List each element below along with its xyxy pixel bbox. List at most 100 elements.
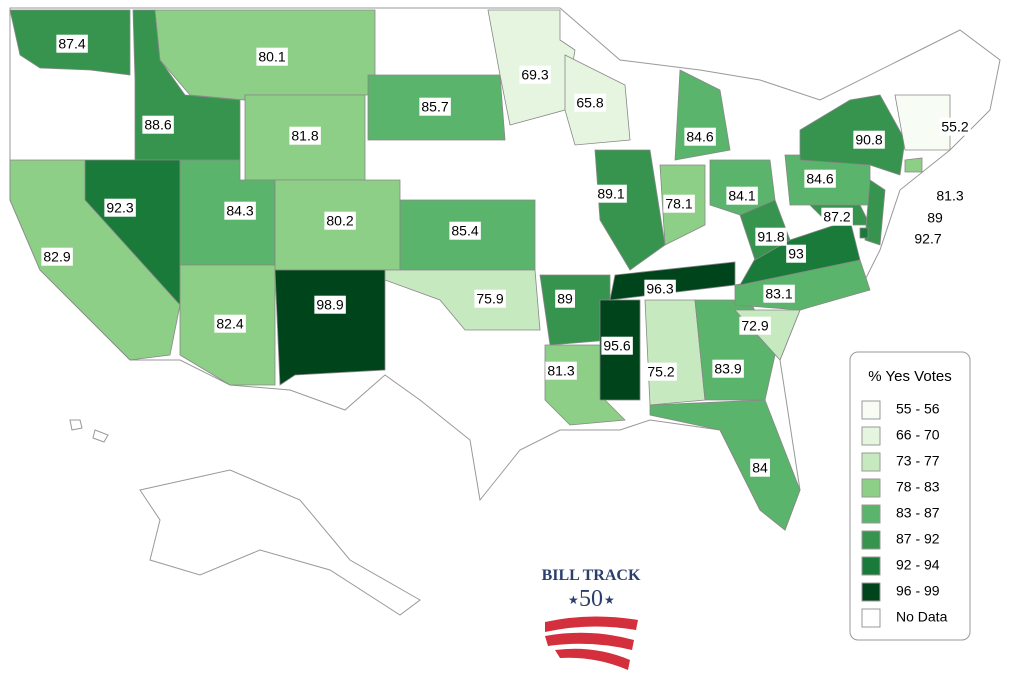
label-box <box>821 207 853 226</box>
logo: BILL TRACK 50 ★ ★ <box>542 567 641 670</box>
legend-swatch <box>861 452 881 472</box>
label-box <box>56 34 88 53</box>
label-box <box>645 362 677 381</box>
legend-title: % Yes Votes <box>868 368 951 385</box>
state-value-label: 84.6 <box>806 171 833 187</box>
logo-star: ★ <box>604 593 615 607</box>
state <box>594 149 666 271</box>
state-value-label: 88.6 <box>144 117 171 133</box>
state <box>859 227 869 239</box>
label-box <box>595 184 627 203</box>
legend: % Yes Votes 55 - 56 66 - 70 73 - 77 78 - 83… <box>849 351 971 641</box>
label-box <box>750 458 770 477</box>
label-box <box>684 127 716 146</box>
state <box>904 157 923 173</box>
state-value-label: 85.4 <box>451 223 478 239</box>
state-value-label: 75.9 <box>476 291 503 307</box>
state-value-label: 91.8 <box>757 229 784 245</box>
state-value-label: 89 <box>927 210 943 226</box>
state-value-label: 98.9 <box>316 297 343 313</box>
state-value-label: 72.9 <box>741 318 768 334</box>
logo-number: 50 <box>579 586 603 612</box>
logo-stripe <box>545 616 638 632</box>
legend-swatch <box>861 556 881 576</box>
legend-swatch <box>861 426 881 446</box>
logo-name: BILL TRACK <box>542 567 641 584</box>
hawaii <box>69 419 83 431</box>
state-value-label: 93 <box>788 246 804 262</box>
legend-label: 87 - 92 <box>896 531 940 547</box>
legend-label: 55 - 56 <box>896 401 940 417</box>
label-box <box>419 97 451 116</box>
label-box <box>804 169 836 188</box>
legend-swatch <box>861 504 881 524</box>
state-value-label: 84.6 <box>686 129 713 145</box>
state-value-label: 81.8 <box>291 128 318 144</box>
state <box>649 399 801 531</box>
state-value-label: 90.8 <box>855 132 882 148</box>
state-value-label: 84.1 <box>728 188 755 204</box>
state-value-label: 80.1 <box>258 49 285 65</box>
label-box <box>739 316 771 335</box>
state-value-label: 92.7 <box>914 231 941 247</box>
label-box <box>142 115 174 134</box>
label-box <box>574 93 606 112</box>
label-box <box>601 336 633 355</box>
state-value-label: 89 <box>557 291 573 307</box>
legend-swatch <box>861 530 881 550</box>
logo-stripe <box>555 648 630 670</box>
state <box>644 299 706 406</box>
state <box>384 269 541 331</box>
label-box <box>712 359 744 378</box>
label-box <box>474 289 506 308</box>
state <box>864 179 886 246</box>
label-box <box>256 47 288 66</box>
legend-label: 73 - 77 <box>896 453 940 469</box>
label-box <box>545 361 577 380</box>
label-box <box>663 194 695 213</box>
label-box <box>755 227 787 246</box>
state-value-label: 75.2 <box>647 364 674 380</box>
label-box <box>104 198 136 217</box>
state-value-label: 89.1 <box>597 186 624 202</box>
state-value-label: 84.3 <box>226 203 253 219</box>
label-box <box>41 247 73 266</box>
legend-swatch <box>861 400 881 420</box>
label-box <box>314 295 346 314</box>
legend-label: No Data <box>896 609 948 625</box>
label-box <box>763 284 795 303</box>
state-value-label: 83.1 <box>765 286 792 302</box>
state <box>799 94 906 176</box>
label-box <box>519 65 551 84</box>
state-value-label: 85.7 <box>421 99 448 115</box>
label-box <box>449 221 481 240</box>
label-box <box>726 186 758 205</box>
legend-label: 83 - 87 <box>896 505 940 521</box>
legend-label: 78 - 83 <box>896 479 940 495</box>
alaska <box>139 469 421 616</box>
label-box <box>224 201 256 220</box>
state <box>9 159 181 361</box>
legend-label: 66 - 70 <box>896 427 940 443</box>
label-box <box>786 244 806 263</box>
label-box <box>939 117 971 136</box>
logo-star: ★ <box>568 593 579 607</box>
state-value-label: 87.2 <box>823 209 850 225</box>
state-value-label: 96.3 <box>646 281 673 297</box>
state-value-label: 65.8 <box>576 95 603 111</box>
state-value-label: 95.6 <box>603 338 630 354</box>
state-value-label: 84 <box>752 460 768 476</box>
logo-stripe <box>545 632 634 650</box>
state-value-label: 80.2 <box>326 213 353 229</box>
legend-swatch <box>861 608 881 628</box>
state-value-label: 82.9 <box>43 249 70 265</box>
label-box <box>853 130 885 149</box>
legend-swatch <box>861 478 881 498</box>
state-value-label: 81.3 <box>936 188 963 204</box>
labels: 87.4 88.6 80.1 81.8 85.7 69.3 65.8 84.6 92.3 82.9… <box>41 34 971 477</box>
state-value-label: 78.1 <box>665 196 692 212</box>
legend-items: 55 - 56 66 - 70 73 - 77 78 - 83 83 - 87 87 - … <box>861 400 948 628</box>
state-value-label: 69.3 <box>521 67 548 83</box>
state-value-label: 81.3 <box>547 363 574 379</box>
